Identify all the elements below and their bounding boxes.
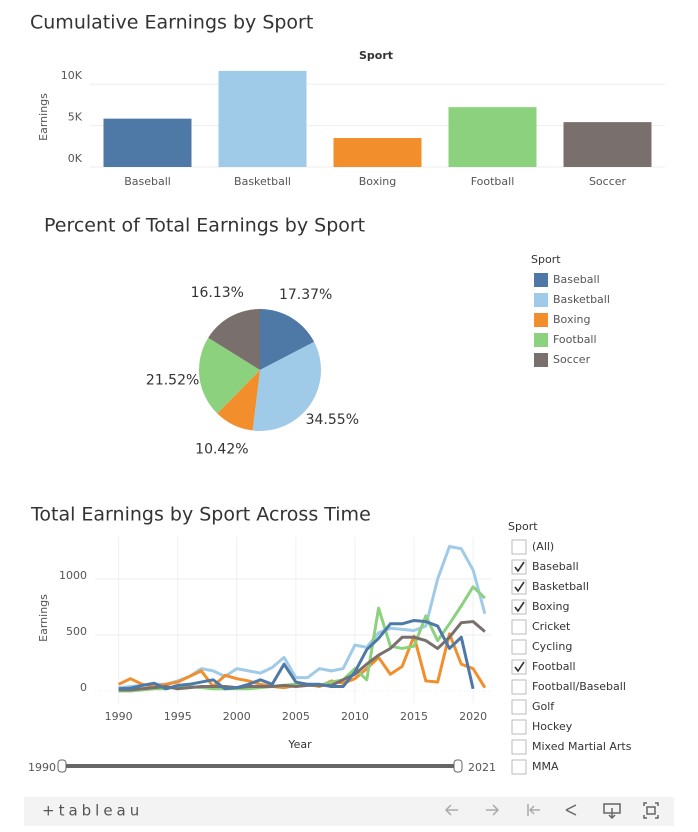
filter-label[interactable]: Cycling [532,640,572,653]
bar [563,122,652,167]
x-tick-label: Baseball [124,175,171,188]
pie-slice [208,309,260,370]
filter-label[interactable]: Hockey [532,720,573,733]
filter-checkbox[interactable] [511,739,527,755]
x-tick-label: 2005 [282,710,310,723]
x-tick-label: 1995 [164,710,192,723]
legend-label: Football [553,333,597,346]
x-tick-label: 2000 [223,710,251,723]
y-tick-label: 10K [61,69,83,82]
filter-label[interactable]: Mixed Martial Arts [532,740,632,753]
toolbar-icons [444,802,659,820]
fullscreen-button[interactable] [643,802,659,819]
filter-checkbox[interactable] [511,719,527,735]
pie-legend-title: Sport [531,253,561,266]
slice-label: 34.55% [306,412,359,428]
bar [103,118,192,167]
y-tick-label: 500 [66,625,87,638]
revert-button[interactable] [527,804,540,816]
legend-swatch [534,273,548,287]
filter-label[interactable]: (All) [532,540,554,553]
slice-label: 21.52% [146,372,199,388]
bar-title: Cumulative Earnings by Sport [30,12,313,34]
filter-checkbox[interactable] [511,639,527,655]
line-y-label: Earnings [37,594,50,642]
filter-label[interactable]: MMA [532,760,559,773]
filter-checkbox[interactable] [511,699,527,715]
y-tick-label: 5K [68,111,83,124]
x-tick-label: 2015 [400,710,428,723]
legend-label: Basketball [553,293,610,306]
check-mark [514,661,525,673]
y-tick-label: 0 [80,681,87,694]
toolbar [24,797,674,826]
filter-label[interactable]: Baseball [532,560,579,573]
filter-checkbox[interactable] [511,539,527,555]
legend-swatch [534,353,548,367]
bar [218,70,307,167]
slider-min: 1990 [28,761,56,774]
filter-label[interactable]: Golf [532,700,555,713]
download-button[interactable] [603,803,621,820]
line-x-label: Year [287,738,312,751]
filter-checkbox[interactable] [511,679,527,695]
pie-slice [260,309,315,370]
share-button[interactable] [565,804,577,816]
filter-label[interactable]: Boxing [532,600,569,613]
legend-label: Boxing [553,313,590,326]
x-tick-label: Soccer [589,175,627,188]
toolbar-logo[interactable]: +tableau [42,802,143,820]
line-series [118,620,486,692]
pie-slice [198,337,260,414]
filter-label[interactable]: Cricket [532,620,571,633]
x-tick-label: 1990 [105,710,133,723]
slice-label: 17.37% [279,287,332,303]
line-series [118,585,486,693]
undo-button[interactable] [444,804,458,816]
x-tick-label: 2020 [459,710,487,723]
pie-title: Percent of Total Earnings by Sport [44,215,365,237]
legend-swatch [534,333,548,347]
check-mark [514,561,525,573]
slice-label: 10.42% [195,441,248,457]
bar [448,107,537,167]
check-mark [514,581,525,593]
y-tick-label: 0K [68,152,83,165]
x-tick-label: Football [471,175,515,188]
line-series [118,618,475,691]
filter-title: Sport [508,520,538,533]
bar-x-label: Sport [359,49,393,62]
filter-label[interactable]: Basketball [532,580,589,593]
slider-thumb[interactable] [453,759,463,773]
filter-checkbox[interactable] [511,619,527,635]
y-tick-label: 1000 [59,569,87,582]
legend-swatch [534,313,548,327]
redo-button[interactable] [486,804,500,816]
filter-checkbox[interactable] [511,759,527,775]
filter-label[interactable]: Football/Baseball [532,680,626,693]
x-tick-label: 2010 [341,710,369,723]
legend-swatch [534,293,548,307]
check-mark [514,601,525,613]
bar [333,138,422,167]
line-title: Total Earnings by Sport Across Time [30,504,371,526]
line-series [118,545,487,690]
pie-slice [217,370,260,431]
slice-label: 16.13% [191,285,244,301]
filter-label[interactable]: Football [532,660,576,673]
legend-label: Soccer [553,353,591,366]
pie-slice [252,341,321,431]
x-tick-label: Boxing [359,175,396,188]
bar-y-label: Earnings [37,93,50,141]
legend-label: Baseball [553,273,600,286]
slider-max: 2021 [468,761,496,774]
x-tick-label: Basketball [234,175,291,188]
slider-thumb[interactable] [57,759,67,773]
